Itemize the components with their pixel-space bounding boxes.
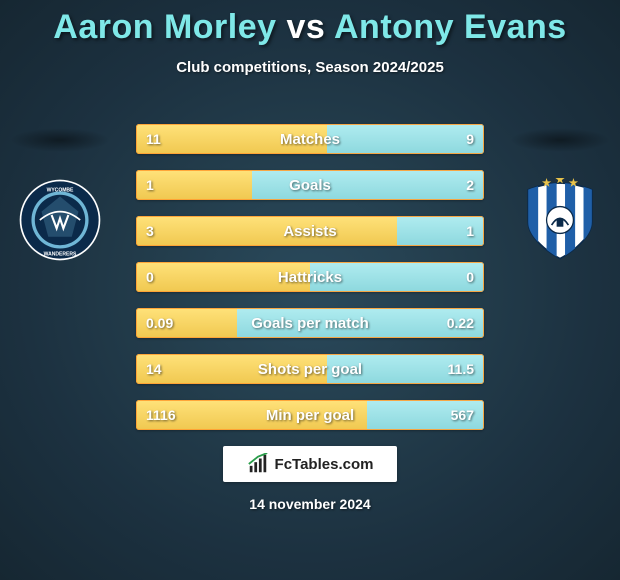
footer-logo-text: FcTables.com xyxy=(275,456,374,473)
stat-row: Assists31 xyxy=(136,216,484,246)
bar-fill-left xyxy=(136,354,327,384)
bar-fill-left xyxy=(136,124,327,154)
wycombe-badge-icon: WYCOMBE WANDERERS xyxy=(18,178,102,262)
club-badge-right xyxy=(518,178,602,262)
bar-fill-left xyxy=(136,262,310,292)
huddersfield-badge-icon xyxy=(518,178,602,262)
stat-row: Goals12 xyxy=(136,170,484,200)
bar-fill-right xyxy=(327,124,484,154)
svg-text:WANDERERS: WANDERERS xyxy=(44,251,77,257)
stat-row: Shots per goal1411.5 xyxy=(136,354,484,384)
bar-fill-right xyxy=(237,308,484,338)
bar-fill-right xyxy=(252,170,484,200)
bar-fill-left xyxy=(136,170,252,200)
bar-fill-left xyxy=(136,216,397,246)
stats-bars: Matches119 Goals12 Assists31 Hattricks00 Goa… xyxy=(136,124,484,446)
player1-name: Aaron Morley xyxy=(53,8,276,46)
club-badge-left: WYCOMBE WANDERERS xyxy=(18,178,102,262)
page-title: Aaron Morley vs Antony Evans xyxy=(0,0,620,47)
stat-row: Goals per match0.090.22 xyxy=(136,308,484,338)
player2-name: Antony Evans xyxy=(334,8,567,46)
bar-fill-left xyxy=(136,400,367,430)
svg-text:WYCOMBE: WYCOMBE xyxy=(47,187,74,193)
title-vs: vs xyxy=(286,8,325,46)
bar-fill-right xyxy=(310,262,484,292)
shadow-right xyxy=(510,128,610,152)
bar-fill-right xyxy=(327,354,484,384)
stat-row: Min per goal1116567 xyxy=(136,400,484,430)
date-label: 14 november 2024 xyxy=(0,496,620,512)
fctables-logo[interactable]: FcTables.com xyxy=(223,446,397,482)
bar-fill-left xyxy=(136,308,237,338)
bar-fill-right xyxy=(397,216,484,246)
shadow-left xyxy=(10,128,110,152)
stat-row: Hattricks00 xyxy=(136,262,484,292)
chart-icon xyxy=(247,453,269,475)
stat-row: Matches119 xyxy=(136,124,484,154)
comparison-card: Aaron Morley vs Antony Evans Club compet… xyxy=(0,0,620,580)
subtitle: Club competitions, Season 2024/2025 xyxy=(0,59,620,76)
bar-fill-right xyxy=(367,400,484,430)
